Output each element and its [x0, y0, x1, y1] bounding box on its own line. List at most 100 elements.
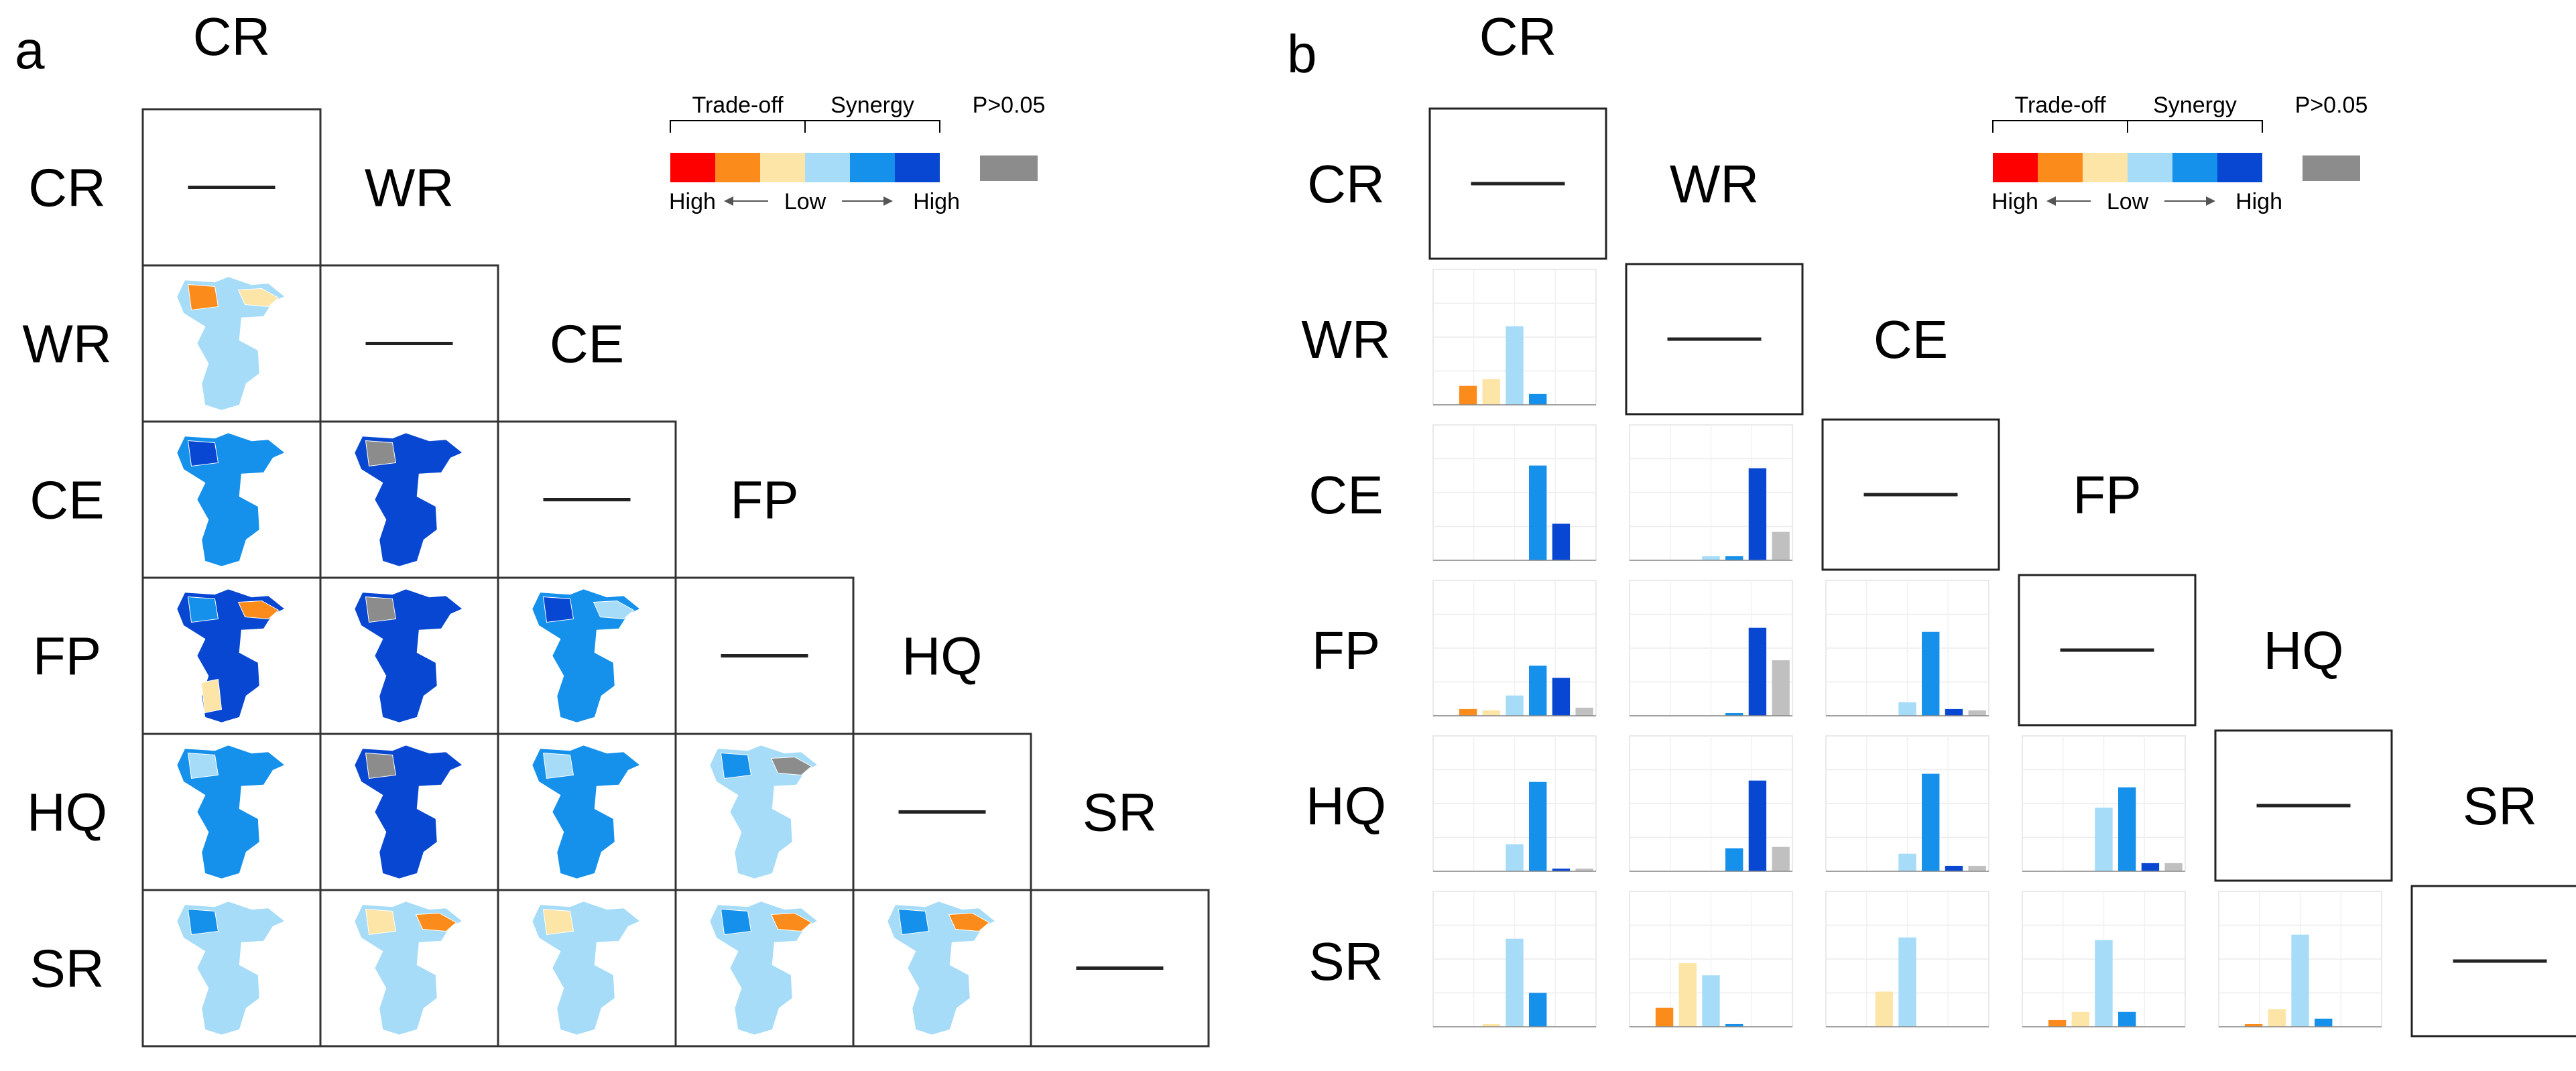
panel-b-col-FP: FP [2073, 465, 2141, 525]
panel-b-col-HQ: HQ [2264, 621, 2344, 680]
map-region-1-SR-WR [365, 908, 397, 936]
panel-a-map-HQ-FP [709, 744, 819, 880]
bar-HQ-CE-5 [1922, 773, 1940, 871]
panel-b-legend-nonsig-swatch [2303, 155, 2360, 181]
bar-FP-CR-4 [1506, 695, 1524, 716]
panel-a-arrow-right-head [883, 196, 893, 206]
map-region-2-SR-HQ [948, 912, 990, 932]
panel-b-legend-swatch-3 [2083, 153, 2128, 182]
panel-a-map-SR-HQ [886, 900, 997, 1036]
bar-SR-WR-3 [1678, 963, 1697, 1027]
bar-SR-CE-4 [1898, 937, 1916, 1027]
bar-SR-CE-3 [1875, 991, 1893, 1027]
panel-b-synergy-label: Synergy [2153, 92, 2237, 118]
panel-a-col-CR: CR [193, 7, 271, 66]
bar-WR-CR-3 [1482, 379, 1500, 405]
bar-WR-CR-5 [1529, 393, 1547, 405]
map-region-1-FP-CE [542, 596, 574, 623]
map-region-base-FP-CE [531, 588, 641, 724]
panel-a-map-SR-WR [353, 900, 464, 1036]
map-region-base-HQ-FP [709, 744, 819, 880]
panel-a-legend-swatch-3 [760, 153, 805, 182]
map-region-1-SR-CE [542, 908, 574, 936]
panel-a-synergy-label: Synergy [831, 92, 914, 118]
map-region-1-HQ-FP [720, 752, 752, 779]
panel-b-chart-SR-HQ [2218, 891, 2382, 1027]
panel-b-label: b [1287, 24, 1317, 84]
panel-b-legend-swatch-2 [2038, 153, 2083, 182]
panel-b-chart-FP-CR [1432, 580, 1597, 716]
map-region-base-WR-CR [176, 275, 286, 412]
panel-a-row-CR: CR [28, 158, 106, 218]
bar-FP-CR-5 [1529, 666, 1547, 716]
bar-SR-FP-2 [2048, 1019, 2067, 1027]
panel-b-chart-SR-CE [1825, 891, 1989, 1027]
bar-SR-CR-5 [1529, 993, 1547, 1027]
panel-a-legend-swatch-6 [895, 153, 940, 182]
map-region-base-HQ-CR [176, 744, 286, 880]
panel-b-legend-swatch-5 [2172, 153, 2217, 182]
panel-b-col-CR: CR [1479, 7, 1557, 66]
bar-HQ-CE-6 [1945, 865, 1963, 871]
panel-a-label: a [15, 20, 45, 80]
bar-CE-WR-4 [1702, 556, 1720, 560]
map-region-base-CE-CR [176, 432, 286, 568]
panel-a-map-HQ-CE [531, 744, 641, 880]
map-region-2-SR-WR [415, 912, 457, 932]
panel-b-col-CE: CE [1874, 310, 1948, 369]
panel-b-tradeoff-bracket [1992, 120, 2128, 133]
panel-b-chart-CE-CR [1432, 424, 1597, 561]
bar-CE-WR-6 [1748, 468, 1767, 560]
bar-HQ-WR-5 [1725, 848, 1743, 871]
panel-a: a CR CR WR WR CE CE FP FP HQ HQ SR SR Trade-off Synerg… [15, 7, 1210, 1048]
map-region-2-WR-CR [237, 288, 280, 308]
map-region-1-HQ-WR [365, 752, 397, 779]
bar-FP-CE-6 [1945, 708, 1963, 716]
panel-a-legend-nonsig-swatch [980, 155, 1038, 181]
panel-a-legend-swatch-1 [670, 153, 715, 182]
bar-HQ-CE-4 [1898, 853, 1916, 871]
panel-b-chart-HQ-CR [1432, 735, 1597, 872]
panel-a-col-HQ: HQ [902, 627, 983, 686]
bar-SR-WR-5 [1725, 1023, 1743, 1027]
panel-a-col-SR: SR [1083, 783, 1157, 842]
panel-b-chart-HQ-WR [1629, 735, 1793, 872]
panel-b-legend-swatch-1 [1993, 153, 2038, 182]
panel-a-arrow-left-head [724, 196, 733, 206]
panel-a-col-WR: WR [365, 158, 454, 218]
panel-b-high-right: High [2235, 189, 2282, 214]
map-region-1-FP-WR [365, 596, 397, 623]
panel-b-legend-swatch-6 [2217, 153, 2262, 182]
panel-b-nonsig-label: P>0.05 [2295, 92, 2368, 118]
panel-b-synergy-bracket [2127, 120, 2263, 133]
map-region-base-SR-CE [531, 900, 641, 1036]
map-region-1-HQ-CE [542, 752, 574, 779]
bar-FP-CR-6 [1552, 678, 1571, 716]
panel-a-tradeoff-bracket [670, 120, 806, 133]
panel-b-tradeoff-label: Trade-off [2014, 92, 2106, 118]
map-region-2-FP-CE [593, 600, 635, 620]
map-region-1-CE-CR [187, 440, 219, 467]
bar-SR-HQ-4 [2291, 934, 2309, 1027]
panel-b-row-WR: WR [1301, 310, 1390, 369]
map-region-1-FP-CR [187, 596, 219, 623]
panel-a-map-CE-WR [353, 432, 464, 568]
map-region-3-FP-CR [200, 678, 223, 714]
panel-a-row-SR: SR [29, 939, 104, 999]
bar-FP-CR-2 [1459, 708, 1477, 716]
panel-a-row-CE: CE [29, 470, 104, 530]
map-region-2-HQ-FP [770, 756, 812, 776]
map-region-base-CE-WR [353, 432, 464, 568]
panel-a-row-FP: FP [33, 627, 101, 686]
map-region-2-FP-CR [237, 600, 280, 620]
panel-b-row-SR: SR [1308, 932, 1383, 991]
panel-b-col-WR: WR [1670, 154, 1759, 214]
panel-a-col-FP: FP [730, 470, 798, 530]
panel-a-row-HQ: HQ [27, 783, 107, 842]
panel-a-row-WR: WR [22, 314, 111, 374]
panel-b-chart-FP-CE [1825, 580, 1989, 716]
bar-HQ-FP-4 [2095, 808, 2113, 871]
panel-b-chart-WR-CR [1432, 269, 1597, 405]
bar-FP-WR-7 [1772, 660, 1790, 716]
bar-HQ-CR-4 [1506, 844, 1524, 871]
